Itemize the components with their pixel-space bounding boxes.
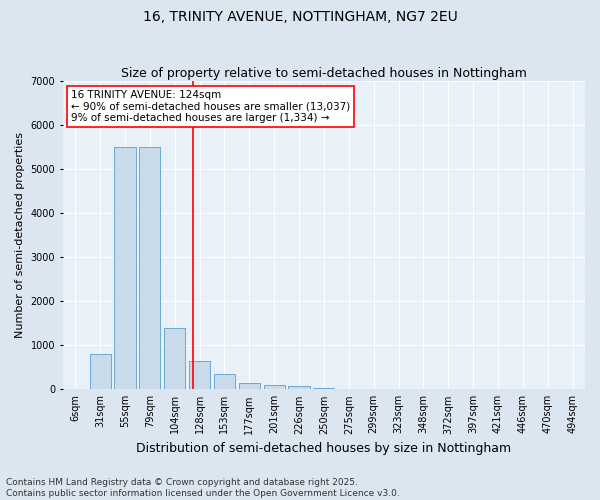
Bar xyxy=(89,354,110,390)
Title: Size of property relative to semi-detached houses in Nottingham: Size of property relative to semi-detach… xyxy=(121,66,527,80)
Text: 16, TRINITY AVENUE, NOTTINGHAM, NG7 2EU: 16, TRINITY AVENUE, NOTTINGHAM, NG7 2EU xyxy=(143,10,457,24)
Bar xyxy=(263,385,285,390)
Bar xyxy=(239,382,260,390)
Text: Contains HM Land Registry data © Crown copyright and database right 2025.
Contai: Contains HM Land Registry data © Crown c… xyxy=(6,478,400,498)
Bar xyxy=(164,328,185,390)
Bar xyxy=(115,147,136,390)
Bar xyxy=(139,147,160,390)
X-axis label: Distribution of semi-detached houses by size in Nottingham: Distribution of semi-detached houses by … xyxy=(136,442,511,455)
Bar xyxy=(289,386,310,390)
Text: 16 TRINITY AVENUE: 124sqm
← 90% of semi-detached houses are smaller (13,037)
9% : 16 TRINITY AVENUE: 124sqm ← 90% of semi-… xyxy=(71,90,350,123)
Bar xyxy=(214,374,235,390)
Bar xyxy=(313,388,334,390)
Y-axis label: Number of semi-detached properties: Number of semi-detached properties xyxy=(15,132,25,338)
Bar xyxy=(189,360,210,390)
